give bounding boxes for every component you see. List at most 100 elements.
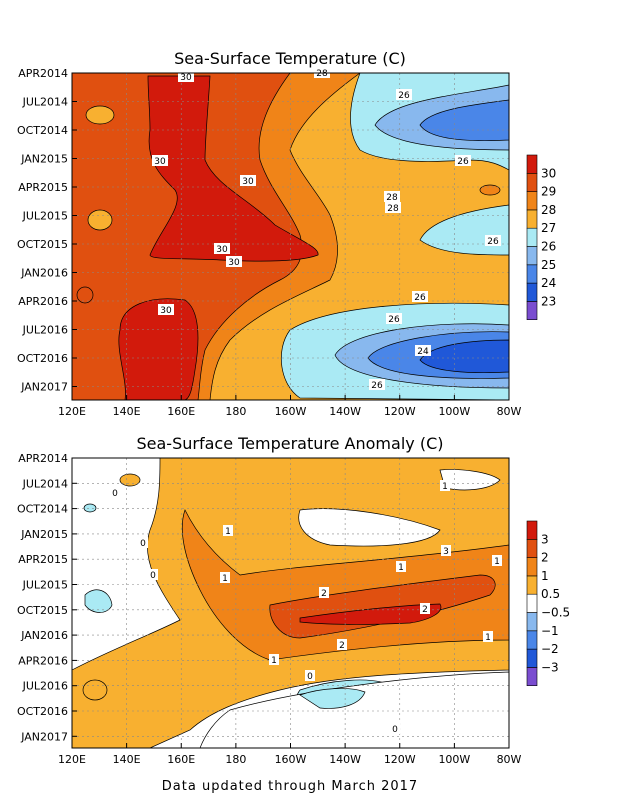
ssta-y-tick-label: JAN2015 <box>20 528 68 541</box>
ssta-x-tick-label: 160W <box>275 753 307 766</box>
sst-y-tick-label: APR2015 <box>18 181 68 194</box>
sst-x-tick-label: 80W <box>497 405 522 418</box>
ssta-colorbar-swatch <box>526 648 538 668</box>
sst-contour-label-bg <box>386 313 402 324</box>
sst-contour-label-bg <box>369 379 385 390</box>
ssta-y-tick-label: JAN2017 <box>20 730 68 743</box>
ssta-panel: Sea-Surface Temperature Anomaly (C) <box>17 434 570 766</box>
sst-colorbar-swatch <box>526 264 538 284</box>
ssta-contour-label: 0 <box>392 725 398 735</box>
sst-title: Sea-Surface Temperature (C) <box>174 49 406 68</box>
sst-y-tick-label: JAN2017 <box>20 381 68 394</box>
ssta-contour-label-bg <box>420 603 430 614</box>
sst-contour-label: 24 <box>417 347 429 357</box>
sst-contour-label: 26 <box>487 237 499 247</box>
ssta-contour-label-bg <box>396 561 406 572</box>
ssta-colorbar-label: −2 <box>541 642 559 656</box>
sst-blob-3 <box>76 286 94 304</box>
sst-contour-label: 30 <box>154 157 166 167</box>
ssta-colorbar-swatch <box>526 520 538 540</box>
sst-x-tick-label: 140E <box>113 405 141 418</box>
ssta-core <box>299 603 442 625</box>
ssta-x-ticks: 120E 140E 160E 180 160W 140W 120W 100W 80W <box>58 743 522 766</box>
sst-colorbar-label: 26 <box>541 240 556 254</box>
sst-colorbar-swatch <box>526 282 538 302</box>
ssta-contour-label-bg <box>305 670 315 681</box>
ssta-contour-label-bg <box>138 537 148 548</box>
ssta-x-tick-label: 160E <box>167 753 195 766</box>
sst-contour-label-bg <box>158 304 174 315</box>
sst-colorbar-swatch <box>526 209 538 229</box>
ssta-contour-label: 0 <box>140 539 146 549</box>
sst-contour-label: 28 <box>316 69 328 79</box>
ssta-x-tick-label: 80W <box>497 753 522 766</box>
ssta-colorbar-swatch <box>526 630 538 650</box>
sst-contour-label: 30 <box>242 177 254 187</box>
ssta-colorbar-label: −3 <box>541 660 559 674</box>
ssta-colorbar-label: 1 <box>541 569 549 583</box>
ssta-neg-region-2 <box>84 589 113 613</box>
sst-contour-label-bg <box>178 71 194 82</box>
ssta-contour-label: 2 <box>339 641 345 651</box>
ssta-colorbar-label: −1 <box>541 624 559 638</box>
sst-colorbar-swatch <box>526 227 538 247</box>
sst-y-tick-label: JUL2014 <box>22 96 68 109</box>
sst-blob-4 <box>479 184 501 196</box>
ssta-contour-label: 2 <box>422 605 428 615</box>
sst-panel: Sea-Surface Temperature (C) <box>17 49 556 418</box>
ssta-x-tick-label: 140E <box>113 753 141 766</box>
ssta-neutral-1 <box>298 508 441 547</box>
ssta-y-tick-label: JAN2016 <box>20 629 68 642</box>
sst-contour-label-bg <box>240 175 256 186</box>
sst-contour-label: 28 <box>387 204 399 214</box>
ssta-contour-label: 3 <box>443 547 449 557</box>
ssta-contour-label-bg <box>220 572 230 583</box>
ssta-y-tick-label: OCT2014 <box>17 503 68 516</box>
ssta-contour-label-bg <box>441 545 451 556</box>
ssta-colorbar-label: −0.5 <box>541 606 570 620</box>
sst-contour-label: 26 <box>371 381 383 391</box>
sst-contour-label: 30 <box>228 258 240 268</box>
sst-colorbar-label: 25 <box>541 258 556 272</box>
ssta-x-tick-label: 120W <box>384 753 416 766</box>
ssta-x-tick-label: 140W <box>329 753 361 766</box>
sst-x-tick-label: 160W <box>275 405 307 418</box>
ssta-contour-label: 2 <box>321 589 327 599</box>
ssta-band-1-2 <box>181 509 509 661</box>
ssta-contour-label-bg <box>223 525 233 536</box>
ssta-y-tick-label: JUL2016 <box>22 680 68 693</box>
ssta-contour-label-bg <box>440 480 450 491</box>
sst-contour-label-bg <box>226 256 242 267</box>
ssta-y-tick-label: OCT2016 <box>17 705 68 718</box>
ssta-colorbar-label: 2 <box>541 551 549 565</box>
sst-x-tick-label: 120W <box>384 405 416 418</box>
sst-colorbar-label: 23 <box>541 294 556 308</box>
sst-y-tick-label: JAN2016 <box>20 267 68 280</box>
ssta-contour-label: 1 <box>494 557 500 567</box>
ssta-title: Sea-Surface Temperature Anomaly (C) <box>137 434 444 453</box>
ssta-y-tick-label: APR2014 <box>18 452 68 465</box>
ssta-colorbar: −3 −2 −1 −0.5 0.5 1 2 3 <box>526 520 570 687</box>
ssta-contour-label-bg <box>483 631 493 642</box>
sst-contour-label-bg <box>412 291 428 302</box>
sst-contour-label: 26 <box>457 157 469 167</box>
ssta-y-tick-label: OCT2015 <box>17 604 68 617</box>
ssta-y-tick-label: JUL2014 <box>22 477 68 490</box>
sst-x-tick-label: 160E <box>167 405 195 418</box>
sst-blob-1 <box>85 105 115 125</box>
sst-colorbar-swatch <box>526 191 538 211</box>
ssta-colorbar-swatch <box>526 538 538 558</box>
sst-x-tick-label: 120E <box>58 405 86 418</box>
ssta-contour-label-bg <box>390 723 400 734</box>
sst-y-ticks: APR2014 JUL2014 OCT2014 JAN2015 APR2015 JUL20… <box>17 67 77 394</box>
sst-blob-2 <box>87 209 113 231</box>
ssta-colorbar-swatch <box>526 557 538 577</box>
sst-colorbar-swatch <box>526 246 538 266</box>
sst-contour-label-bg <box>385 202 401 213</box>
sst-contour-label: 30 <box>180 73 192 83</box>
ssta-contour-label: 0 <box>112 489 118 499</box>
sst-y-tick-label: APR2014 <box>18 67 68 80</box>
sst-x-tick-label: 140W <box>329 405 361 418</box>
ssta-colorbar-swatch <box>526 612 538 632</box>
footer-note: Data updated through March 2017 <box>162 779 418 794</box>
